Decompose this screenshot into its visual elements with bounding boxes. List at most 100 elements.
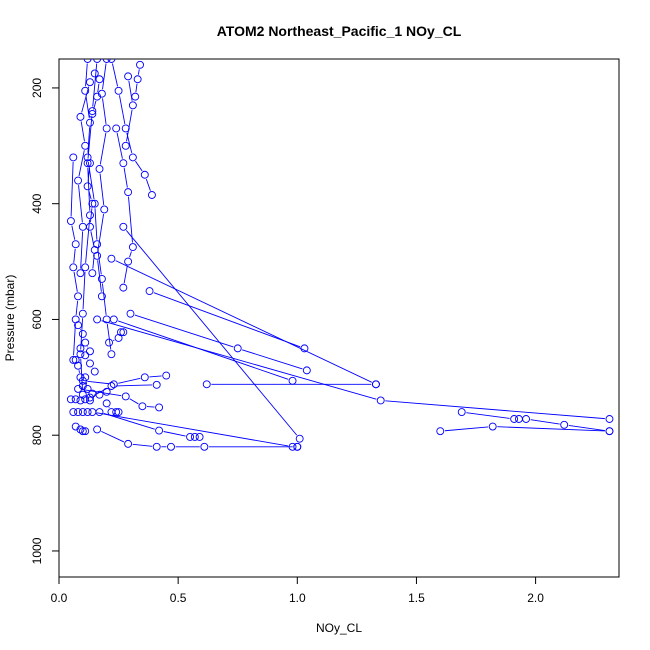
series-segment xyxy=(97,83,100,93)
data-point xyxy=(233,344,242,353)
series-segment xyxy=(99,132,107,165)
y-axis-label: Pressure (mbar) xyxy=(3,275,17,362)
data-point xyxy=(66,217,75,226)
series-segment xyxy=(149,375,162,378)
series-segment xyxy=(101,320,377,400)
data-point xyxy=(74,321,83,330)
data-point xyxy=(97,292,106,301)
series xyxy=(202,380,380,389)
series-segment xyxy=(530,419,560,425)
data-point xyxy=(300,344,309,353)
data-point xyxy=(86,396,94,405)
data-point xyxy=(140,373,149,382)
data-point xyxy=(119,328,128,337)
series-segment xyxy=(135,160,143,172)
series-layer xyxy=(66,59,614,451)
series-segment xyxy=(82,271,86,310)
data-point xyxy=(510,415,519,423)
data-point xyxy=(81,351,90,360)
data-point xyxy=(69,263,78,272)
data-point xyxy=(88,269,97,278)
data-point xyxy=(76,396,85,405)
series-segment xyxy=(80,231,84,269)
data-point xyxy=(376,396,385,405)
data-point xyxy=(522,415,531,423)
data-point xyxy=(457,408,466,417)
series xyxy=(83,159,99,278)
data-point xyxy=(133,75,142,84)
series-segment xyxy=(94,208,98,240)
series-segment xyxy=(126,109,133,142)
series xyxy=(66,153,83,364)
data-point xyxy=(81,427,90,436)
series-segment xyxy=(102,63,107,90)
series-segment xyxy=(444,426,489,432)
series-segment xyxy=(568,424,605,431)
data-point xyxy=(76,344,85,353)
data-point xyxy=(66,395,75,404)
series xyxy=(107,254,380,389)
series-segment xyxy=(88,190,92,200)
data-point xyxy=(138,402,147,411)
data-point xyxy=(95,75,104,84)
data-point xyxy=(560,420,569,429)
data-point xyxy=(86,118,94,127)
data-point xyxy=(128,243,137,252)
series-segment xyxy=(73,324,76,356)
data-point xyxy=(93,425,102,434)
series-segment xyxy=(87,127,91,153)
series-segment xyxy=(97,260,102,292)
data-point xyxy=(155,403,164,412)
series-segment xyxy=(118,95,126,125)
series-segment xyxy=(87,167,91,211)
series-segment xyxy=(123,167,128,188)
data-point xyxy=(76,269,85,278)
data-point xyxy=(202,380,211,389)
data-point xyxy=(76,350,85,359)
data-point xyxy=(83,408,92,417)
series-segment xyxy=(73,271,78,292)
series-segment xyxy=(385,400,605,420)
series-segment xyxy=(87,167,90,182)
data-point xyxy=(76,112,85,121)
data-point xyxy=(76,425,85,434)
data-point xyxy=(90,246,99,254)
series-segment xyxy=(78,185,83,223)
data-point xyxy=(78,382,87,390)
series-segment xyxy=(97,213,105,252)
series-segment xyxy=(103,412,155,430)
data-point xyxy=(76,373,85,382)
data-point xyxy=(105,338,113,347)
data-point xyxy=(83,182,92,191)
data-point xyxy=(78,222,87,231)
data-point xyxy=(95,390,104,399)
series xyxy=(86,380,161,402)
series-segment xyxy=(90,208,93,223)
data-point xyxy=(102,124,111,133)
data-point xyxy=(93,59,102,63)
data-point xyxy=(167,442,175,451)
series xyxy=(71,356,87,390)
series-segment xyxy=(129,251,132,258)
data-point xyxy=(117,328,125,337)
series-segment xyxy=(85,381,88,385)
series-segment xyxy=(70,161,74,217)
data-point xyxy=(97,274,106,283)
data-point xyxy=(119,222,128,231)
data-point xyxy=(186,432,195,441)
series-segment xyxy=(87,115,93,159)
data-point xyxy=(74,292,83,301)
data-point xyxy=(293,442,302,451)
y-tick-label: 400 xyxy=(30,193,44,213)
series-segment xyxy=(85,63,88,87)
series xyxy=(93,59,111,301)
data-point xyxy=(190,432,199,441)
data-point xyxy=(69,408,78,417)
data-point xyxy=(83,59,92,63)
series xyxy=(112,124,137,292)
data-point xyxy=(126,309,135,318)
data-point xyxy=(107,59,116,63)
chart-title: ATOM2 Northeast_Pacific_1 NOy_CL xyxy=(217,23,462,39)
data-point xyxy=(152,380,161,389)
